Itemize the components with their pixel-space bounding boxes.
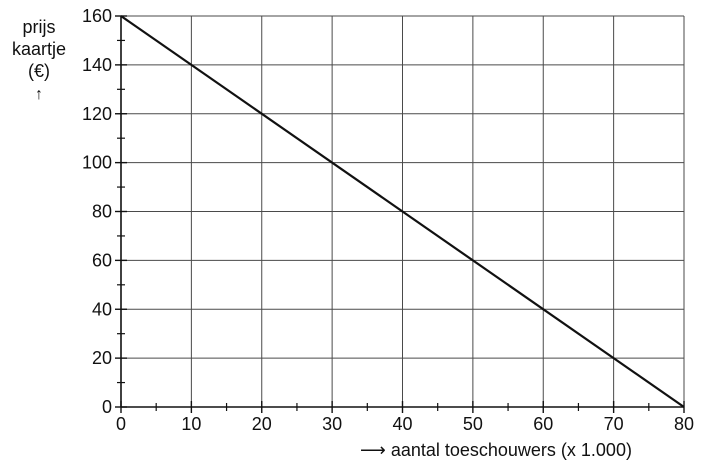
x-tick-label-0: 0 xyxy=(116,414,126,434)
x-tick-label-40: 40 xyxy=(392,414,412,434)
y-axis-label-line-3: (€) xyxy=(28,61,50,81)
y-axis-label-line-1: prijs xyxy=(22,17,56,37)
y-tick-label-140: 140 xyxy=(82,55,112,75)
y-tick-label-40: 40 xyxy=(92,299,112,319)
x-axis-arrow-icon: ⟶ xyxy=(360,440,391,460)
x-tick-label-20: 20 xyxy=(252,414,272,434)
y-tick-label-60: 60 xyxy=(92,250,112,270)
y-tick-label-120: 120 xyxy=(82,104,112,124)
x-tick-label-50: 50 xyxy=(463,414,483,434)
grid xyxy=(121,15,685,407)
y-tick-label-80: 80 xyxy=(92,202,112,222)
x-tick-label-30: 30 xyxy=(322,414,342,434)
y-tick-label-100: 100 xyxy=(82,153,112,173)
x-tick-label-10: 10 xyxy=(181,414,201,434)
x-axis-label: ⟶ aantal toeschouwers (x 1.000) xyxy=(360,440,632,461)
y-tick-label-0: 0 xyxy=(102,397,112,417)
x-tick-label-80: 80 xyxy=(674,414,694,434)
y-tick-labels: 0 20 40 60 80 100 120 140 160 xyxy=(82,6,112,417)
x-tick-labels: 0 10 20 30 40 50 60 70 80 xyxy=(116,414,694,434)
axes xyxy=(120,16,684,408)
x-axis-label-text: aantal toeschouwers (x 1.000) xyxy=(390,440,632,460)
series xyxy=(120,15,685,408)
y-tick-label-20: 20 xyxy=(92,348,112,368)
minor-ticks xyxy=(115,15,685,413)
y-axis-label-arrow-icon: ↑ xyxy=(35,86,43,103)
series-line-0 xyxy=(120,15,685,408)
y-axis-label-line-2: kaartje xyxy=(11,39,67,59)
x-tick-label-70: 70 xyxy=(604,414,624,434)
x-tick-label-60: 60 xyxy=(533,414,553,434)
y-tick-label-160: 160 xyxy=(82,6,112,26)
